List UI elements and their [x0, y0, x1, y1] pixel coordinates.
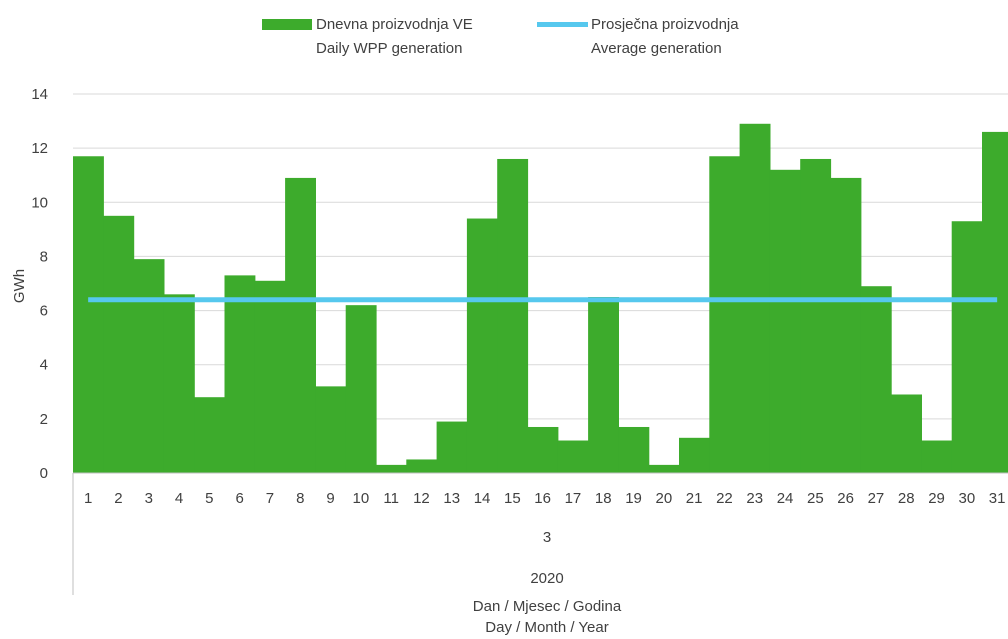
bar-day-22	[709, 156, 741, 473]
x-axis-title-line2: Day / Month / Year	[485, 619, 608, 636]
bars	[73, 123, 1008, 474]
legend-label-daily-generation-en: Daily WPP generation	[316, 40, 462, 57]
x-tick-label: 2	[114, 490, 122, 507]
legend-swatch-daily-generation	[262, 19, 312, 30]
bar-day-21	[679, 437, 710, 473]
legend-label-daily-generation: Dnevna proizvodnja VE	[316, 16, 473, 33]
y-tick-label: 2	[40, 411, 48, 428]
x-tick-label: 3	[145, 490, 153, 507]
x-tick-label: 17	[565, 490, 582, 507]
x-axis-title-line1: Dan / Mjesec / Godina	[473, 598, 622, 615]
legend: Dnevna proizvodnja VE Daily WPP generati…	[262, 16, 739, 57]
bar-day-27	[860, 286, 892, 473]
x-tick-label: 28	[898, 490, 915, 507]
x-tick-label: 12	[413, 490, 430, 507]
y-tick-label: 4	[40, 357, 48, 374]
bar-day-26	[830, 177, 862, 474]
bar-day-25	[800, 158, 832, 473]
x-tick-label: 25	[807, 490, 824, 507]
x-tick-label: 19	[625, 490, 642, 507]
bar-day-17	[557, 440, 589, 473]
bar-day-14	[466, 218, 498, 473]
x-tick-label: 27	[868, 490, 885, 507]
bar-day-29	[921, 440, 953, 473]
bar-day-8	[285, 177, 316, 474]
x-tick-label: 7	[266, 490, 274, 507]
legend-label-average-generation: Prosječna proizvodnja	[591, 16, 739, 33]
bar-day-15	[497, 158, 529, 473]
x-tick-label: 16	[534, 490, 551, 507]
bar-day-2	[103, 215, 135, 473]
y-tick-label: 6	[40, 303, 48, 320]
x-tick-label: 1	[84, 490, 92, 507]
bar-day-19	[618, 426, 650, 473]
x-tick-label: 20	[656, 490, 673, 507]
y-tick-label: 12	[31, 140, 48, 157]
y-tick-label: 14	[31, 86, 48, 103]
x-axis-year-label: 2020	[530, 570, 563, 587]
y-tick-label: 8	[40, 248, 48, 265]
x-tick-label: 30	[959, 490, 976, 507]
bar-day-20	[648, 464, 680, 473]
y-axis-label: GWh	[11, 269, 28, 303]
bar-day-18	[588, 297, 619, 473]
bar-day-30	[951, 221, 983, 473]
x-tick-label: 26	[837, 490, 854, 507]
bar-day-5	[194, 397, 226, 473]
legend-label-average-generation-en: Average generation	[591, 40, 722, 57]
x-tick-label: 18	[595, 490, 612, 507]
x-tick-label: 24	[777, 490, 794, 507]
bar-day-28	[891, 394, 922, 473]
bar-day-3	[133, 259, 165, 473]
x-tick-label: 6	[235, 490, 243, 507]
bar-day-13	[436, 421, 468, 473]
x-tick-label: 22	[716, 490, 733, 507]
bar-day-9	[315, 386, 347, 473]
bar-day-4	[163, 294, 195, 473]
x-tick-label: 31	[989, 490, 1006, 507]
bar-day-1	[73, 156, 104, 473]
x-tick-label: 9	[326, 490, 334, 507]
x-tick-label: 10	[353, 490, 370, 507]
x-tick-label: 29	[928, 490, 945, 507]
x-tick-label: 4	[175, 490, 183, 507]
bar-day-24	[769, 169, 801, 474]
x-tick-label: 8	[296, 490, 304, 507]
x-tick-label: 23	[746, 490, 763, 507]
y-axis-ticks: 0 2 4 6 8 10 12 14	[31, 86, 48, 482]
bar-day-31	[982, 131, 1008, 473]
bar-day-12	[406, 459, 438, 473]
x-tick-label: 5	[205, 490, 213, 507]
x-tick-label: 11	[383, 490, 399, 507]
y-tick-label: 10	[31, 194, 48, 211]
bar-day-10	[345, 305, 377, 473]
x-tick-label: 21	[686, 490, 703, 507]
bar-day-16	[527, 426, 559, 473]
x-axis: 1 2 3 4 5 6 7 8 9 10 11 12 13 14 15 16 17 18 19 20 21 22 23 24 2…	[72, 472, 1008, 595]
bar-day-6	[224, 275, 256, 473]
y-tick-label: 0	[40, 465, 48, 482]
bar-day-11	[376, 464, 407, 473]
x-tick-label: 14	[474, 490, 491, 507]
x-tick-label: 15	[504, 490, 521, 507]
x-axis-month-label: 3	[543, 529, 551, 546]
x-tick-label: 13	[443, 490, 460, 507]
bar-day-7	[254, 280, 286, 473]
